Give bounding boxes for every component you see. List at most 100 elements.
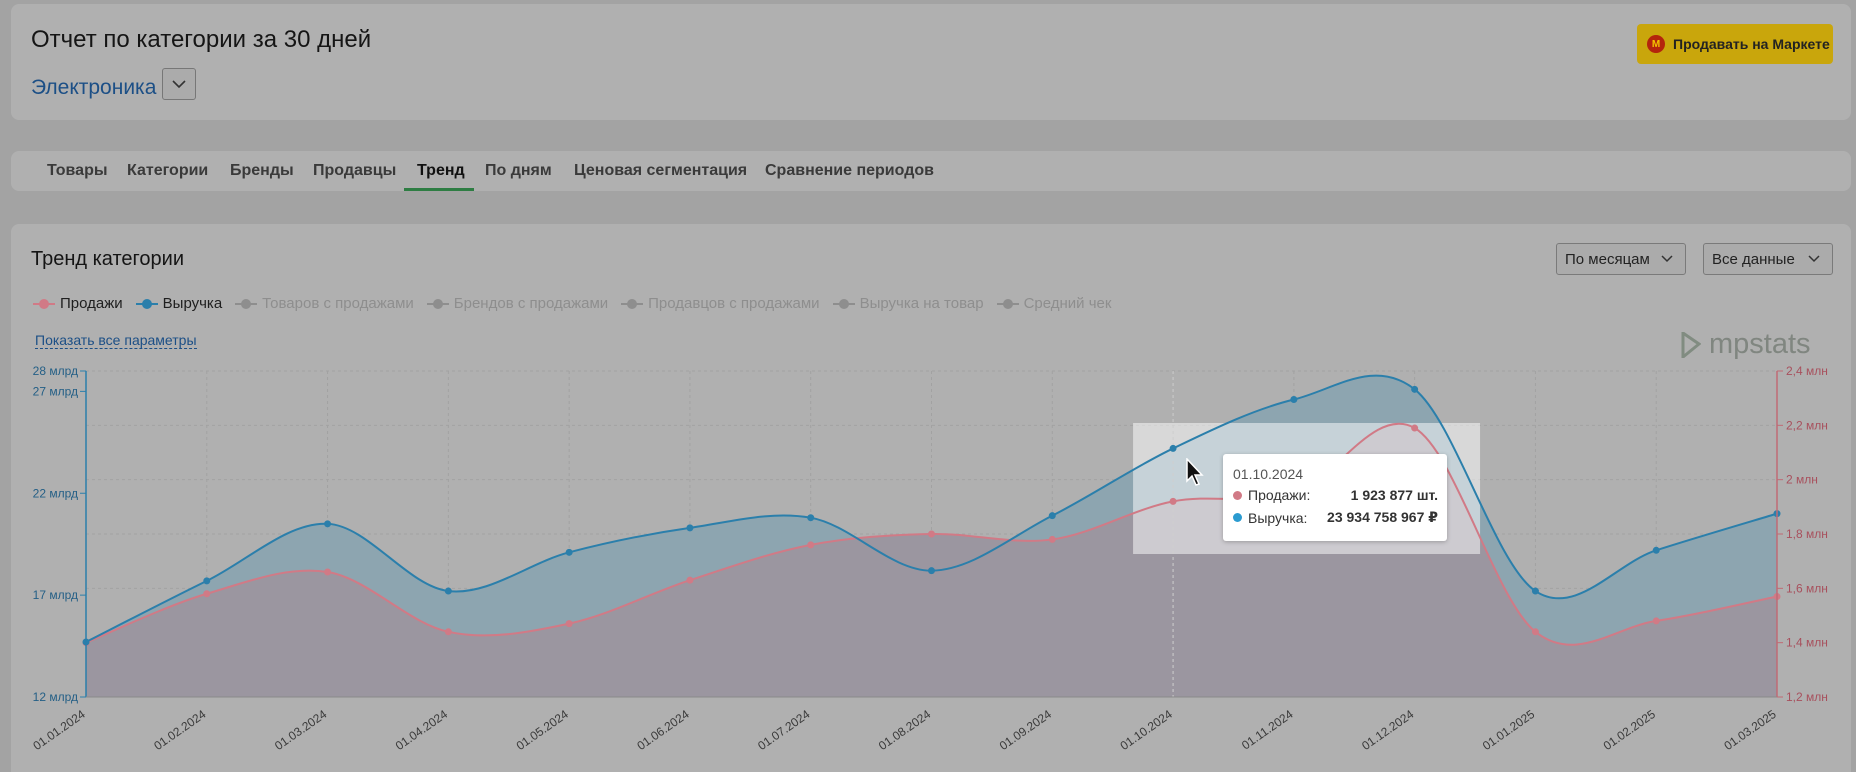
chevron-down-icon — [1808, 255, 1820, 263]
revenue-point — [1652, 546, 1660, 554]
tooltip-date: 01.10.2024 — [1233, 466, 1304, 482]
legend-item[interactable]: Продажи — [33, 295, 123, 312]
chart-title: Тренд категории — [31, 248, 184, 270]
right-axis-tick-label: 2,4 млн — [1786, 364, 1828, 378]
tab-price-segmentation[interactable]: Ценовая сегментация — [574, 162, 748, 179]
left-axis-tick-label: 12 млрд — [33, 690, 78, 704]
legend-marker-icon — [621, 298, 644, 309]
tab-products[interactable]: Товары — [47, 162, 108, 179]
revenue-point — [1290, 396, 1298, 404]
category-dropdown-button[interactable] — [162, 68, 196, 100]
sales-point — [686, 576, 694, 584]
legend-item[interactable]: Продавцов с продажами — [621, 295, 820, 312]
sales-point — [1411, 424, 1419, 432]
legend-label: Выручка на товар — [859, 295, 984, 312]
mpstats-logo: mpstats — [1681, 328, 1811, 361]
revenue-point — [1531, 587, 1539, 595]
sales-point — [1048, 535, 1056, 543]
revenue-point — [324, 520, 332, 528]
category-link[interactable]: Электроника — [31, 76, 157, 99]
x-axis-tick-label: 01.01.2025 — [1480, 707, 1537, 753]
period-select[interactable]: По месяцам — [1556, 243, 1686, 275]
tooltip-sales-value: 1 923 877 шт. — [1350, 487, 1438, 503]
sell-button-label: Продавать на Маркете — [1673, 36, 1830, 52]
tooltip-revenue-dot — [1233, 513, 1242, 522]
tooltip-revenue-value: 23 934 758 967 ₽ — [1327, 509, 1438, 525]
market-logo-icon: М — [1647, 35, 1665, 53]
tooltip-row-revenue: Выручка: 23 934 758 967 ₽ — [1233, 509, 1438, 526]
chart-legend: Продажи Выручка Товаров с продажами Брендов… — [33, 295, 1111, 312]
page-title: Отчет по категории за 30 дней — [31, 26, 372, 53]
sales-point — [807, 541, 815, 549]
mouse-cursor-icon — [1186, 458, 1204, 486]
sales-point — [444, 628, 452, 636]
legend-marker-icon — [33, 298, 55, 309]
left-axis-tick-label: 22 млрд — [33, 486, 78, 500]
legend-marker-icon — [832, 298, 855, 309]
x-axis-tick-label: 01.03.2024 — [272, 707, 329, 753]
sales-point — [1531, 628, 1539, 636]
x-axis-tick-label: 01.12.2024 — [1359, 707, 1416, 753]
tab-sellers[interactable]: Продавцы — [313, 162, 397, 179]
sell-on-market-button[interactable]: М Продавать на Маркете — [1637, 24, 1833, 64]
revenue-point — [1411, 385, 1419, 393]
revenue-point — [1169, 444, 1177, 452]
x-axis-tick-label: 01.05.2024 — [514, 707, 571, 753]
sales-point — [324, 568, 332, 576]
legend-label: Товаров с продажами — [262, 295, 414, 312]
legend-item[interactable]: Брендов с продажами — [426, 295, 609, 312]
chevron-down-icon — [172, 79, 186, 88]
tab-brands[interactable]: Бренды — [230, 162, 294, 179]
revenue-point — [686, 524, 694, 532]
legend-marker-icon — [996, 298, 1019, 309]
report-header: Отчет по категории за 30 дней Электроник… — [11, 4, 1851, 120]
left-axis-tick-label: 28 млрд — [33, 364, 78, 378]
x-axis-tick-label: 01.07.2024 — [755, 707, 812, 753]
legend-item[interactable]: Выручка — [135, 295, 223, 312]
revenue-point — [928, 567, 935, 575]
x-axis-tick-label: 01.09.2024 — [997, 707, 1054, 753]
x-axis-tick-label: 01.02.2024 — [151, 707, 208, 753]
legend-marker-icon — [135, 298, 158, 309]
tooltip-row-sales: Продажи: 1 923 877 шт. — [1233, 487, 1438, 503]
chart-tooltip: 01.10.2024 Продажи: 1 923 877 шт. Выручк… — [1223, 454, 1447, 541]
revenue-point — [203, 577, 211, 585]
legend-item[interactable]: Средний чек — [996, 295, 1111, 312]
sales-point — [928, 530, 935, 538]
x-axis-tick-label: 01.04.2024 — [393, 707, 450, 753]
tooltip-sales-label: Продажи: — [1248, 487, 1311, 503]
show-all-params-link[interactable]: Показать все параметры — [35, 332, 197, 349]
x-axis-tick-label: 01.10.2024 — [1118, 707, 1175, 753]
left-axis-tick-label: 27 млрд — [33, 384, 78, 398]
legend-marker-icon — [235, 298, 258, 309]
data-select[interactable]: Все данные — [1703, 243, 1833, 275]
legend-label: Выручка — [162, 295, 223, 312]
chevron-down-icon — [1661, 255, 1673, 263]
tooltip-sales-dot — [1233, 490, 1242, 500]
right-axis-tick-label: 2,2 млн — [1786, 418, 1828, 432]
right-axis-tick-label: 2 млн — [1786, 473, 1818, 487]
revenue-point — [807, 514, 815, 522]
legend-item[interactable]: Товаров с продажами — [235, 295, 414, 312]
sales-point — [1652, 617, 1660, 625]
x-axis-tick-label: 01.02.2025 — [1601, 707, 1658, 753]
sales-point — [1169, 497, 1177, 505]
legend-label: Брендов с продажами — [453, 295, 609, 312]
right-axis-tick-label: 1,4 млн — [1786, 636, 1828, 650]
tab-categories[interactable]: Категории — [127, 162, 209, 179]
sales-point — [203, 590, 211, 598]
tooltip-revenue-label: Выручка: — [1248, 509, 1308, 526]
left-axis-tick-label: 17 млрд — [33, 588, 78, 602]
right-axis-tick-label: 1,6 млн — [1786, 581, 1828, 595]
period-select-value: По месяцам — [1565, 250, 1650, 268]
tabs-bar: Товары Категории Бренды Продавцы Тренд П… — [11, 151, 1851, 191]
tab-trend[interactable]: Тренд — [417, 162, 465, 179]
legend-label: Продажи — [60, 295, 123, 312]
active-tab-indicator — [404, 188, 474, 191]
revenue-point — [1048, 512, 1056, 520]
tab-period-comparison[interactable]: Сравнение периодов — [765, 162, 934, 179]
revenue-point — [444, 587, 452, 595]
legend-item[interactable]: Выручка на товар — [832, 295, 984, 312]
right-axis-tick-label: 1,8 млн — [1786, 527, 1828, 541]
tab-by-days[interactable]: По дням — [485, 162, 552, 179]
